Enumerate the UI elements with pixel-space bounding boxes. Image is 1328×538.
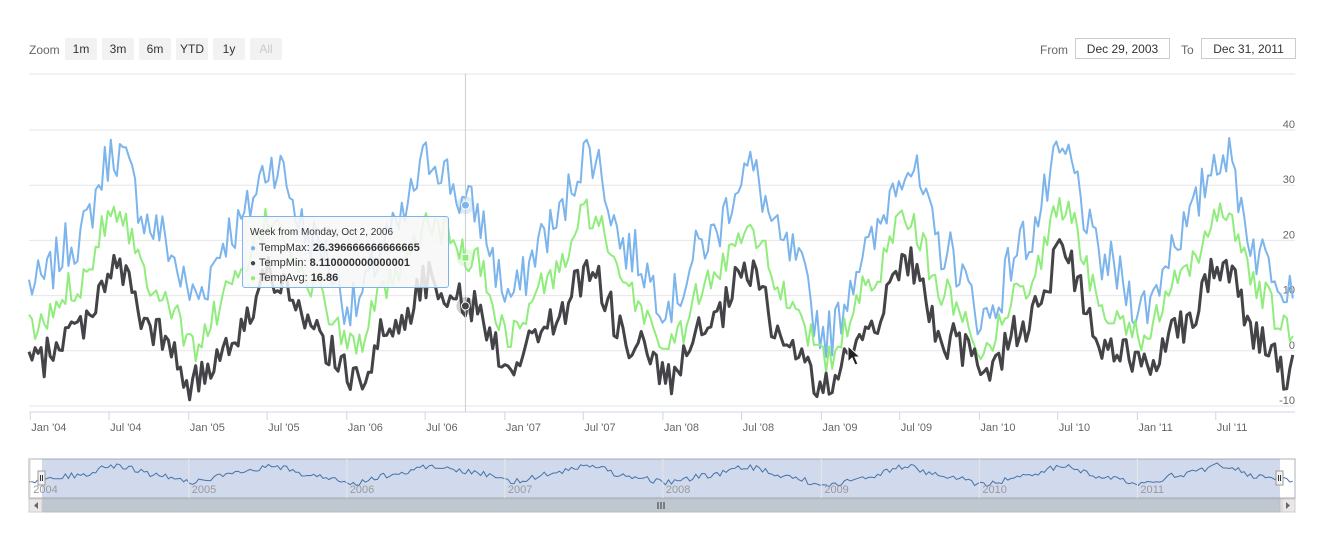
tempmax-marker-icon: ● [250, 243, 257, 254]
handle-body [37, 470, 46, 486]
tooltip-series-name: TempMax [258, 242, 307, 254]
x-tick-label: Jul '08 [743, 422, 774, 434]
tooltip-row-avg: ● TempAvg: 16.86 [250, 272, 339, 284]
zoom-ytd-button[interactable]: YTD [176, 38, 208, 60]
arrow-left-icon [34, 502, 38, 509]
tooltip-series-name: TempMin [258, 257, 304, 269]
x-tick-label: Jul '11 [1217, 422, 1248, 434]
tooltip-row-min: ● TempMin: 8.110000000000001 [250, 257, 410, 269]
y-tick-label: 30 [1283, 174, 1295, 186]
x-tick-label: Jan '04 [31, 422, 66, 434]
navigator-year-label: 2005 [192, 484, 216, 496]
zoom-6m-button[interactable]: 6m [139, 38, 171, 60]
x-axis: Jan '04 Jul '04 Jan '05 Jul '05 Jan '06 Jul '… [29, 412, 1248, 434]
x-tick-label: Jul '07 [584, 422, 615, 434]
x-tick-label: Jan '06 [348, 422, 383, 434]
zoom-3m-button[interactable]: 3m [102, 38, 134, 60]
tempavg-marker-icon: ● [250, 273, 257, 284]
tooltip-series-name: TempAvg [258, 272, 305, 284]
scrollbar-grip-icon [657, 502, 665, 509]
x-tick-label: Jan '08 [664, 422, 699, 434]
tempmin-marker-icon: ● [250, 258, 257, 269]
scroll-left-button[interactable] [28, 498, 43, 513]
hover-marker [461, 253, 470, 262]
scroll-right-button[interactable] [1281, 498, 1296, 513]
y-tick-label: 20 [1283, 229, 1295, 241]
navigator-year-label: 2009 [824, 484, 848, 496]
x-tick-label: Jul '05 [268, 422, 299, 434]
crosshair [456, 74, 475, 412]
cursor-arrow [847, 344, 862, 366]
tooltip-value: 8.110000000000001 [309, 257, 410, 269]
mouse-cursor-icon [847, 344, 862, 366]
handle-body [1275, 470, 1284, 486]
hover-marker [460, 200, 470, 210]
series-lines [27, 137, 1295, 402]
tooltip-value: 26.396666666666665 [312, 242, 420, 254]
series-line-tempavg [28, 197, 1294, 374]
navigator-handle-icon[interactable] [1275, 470, 1284, 486]
x-tick-label: Jul '09 [901, 422, 932, 434]
tooltip-header: Week from Monday, Oct 2, 2006 [250, 227, 394, 238]
y-tick-label: 40 [1283, 119, 1295, 131]
tooltip-row-max: ● TempMax: 26.396666666666665 [250, 242, 420, 254]
from-date-input[interactable]: Dec 29, 2003 [1075, 38, 1170, 59]
y-tick-label: 0 [1289, 340, 1295, 352]
x-tick-label: Jul '04 [110, 422, 141, 434]
x-tick-label: Jan '07 [506, 422, 541, 434]
x-tick-label: Jul '06 [426, 422, 457, 434]
x-tick-label: Jan '11 [1138, 422, 1172, 434]
tooltip-value: 16.86 [310, 272, 339, 284]
y-tick-label: -10 [1279, 395, 1295, 407]
navigator-mask [42, 459, 1280, 498]
series-line-tempmin [27, 238, 1295, 402]
navigator-year-label: 2008 [666, 484, 690, 496]
navigator-year-label: 2006 [350, 484, 374, 496]
zoom-1y-button[interactable]: 1y [213, 38, 245, 60]
navigator-series [29, 462, 1293, 488]
x-tick-label: Jul '10 [1059, 422, 1090, 434]
to-label: To [1181, 43, 1194, 57]
series-line-tempmax [28, 137, 1294, 359]
navigator-year-label: 2011 [1140, 484, 1164, 496]
arrow-right-icon [1286, 502, 1290, 509]
x-tick-label: Jan '05 [190, 422, 225, 434]
gridlines [29, 73, 1295, 413]
hover-marker [460, 301, 470, 311]
navigator-year-label: 2010 [982, 484, 1006, 496]
zoom-1m-button[interactable]: 1m [65, 38, 97, 60]
x-tick-label: Jan '09 [822, 422, 857, 434]
x-tick-label: Jan '10 [980, 422, 1015, 434]
zoom-all-button[interactable]: All [250, 38, 282, 60]
tooltip: Week from Monday, Oct 2, 2006 ● TempMax:… [242, 216, 449, 288]
navigator-handle-icon[interactable] [37, 470, 46, 486]
navigator[interactable]: 2004 2005 2006 2007 2008 2009 2010 2011 [28, 458, 1296, 513]
navigator-frame [28, 458, 1296, 499]
to-date-input[interactable]: Dec 31, 2011 [1201, 38, 1296, 59]
zoom-label: Zoom [29, 43, 60, 57]
from-label: From [1040, 43, 1068, 57]
navigator-year-label: 2004 [33, 484, 57, 496]
navigator-year-label: 2007 [508, 484, 532, 496]
